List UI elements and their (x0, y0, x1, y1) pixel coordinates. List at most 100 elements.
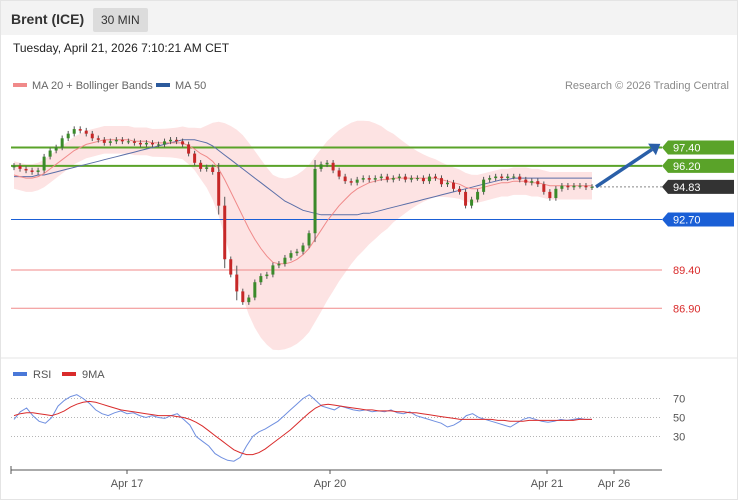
x-tick-label-0: Apr 17 (111, 478, 143, 490)
candle-body (337, 170, 341, 177)
candle-body (271, 265, 275, 275)
candle-body (524, 179, 528, 183)
forecast-arrow-head (648, 143, 661, 156)
candle-body (343, 176, 347, 182)
candle-body (590, 186, 594, 188)
candle-body (223, 205, 227, 260)
legend-ma20: MA 20 + Bollinger Bands (13, 80, 153, 92)
candle-body (126, 141, 130, 143)
candle-body (108, 141, 112, 143)
candles (12, 126, 594, 305)
candle-body (42, 156, 46, 171)
candle-body (199, 162, 203, 169)
candle-body (163, 141, 167, 145)
candle-body (307, 233, 311, 246)
candle-body (439, 178, 443, 185)
candle-body (90, 133, 94, 139)
candle-body (385, 176, 389, 180)
candle-body (72, 129, 76, 134)
legend-9ma-label: 9MA (82, 369, 105, 381)
candle-body (536, 181, 540, 185)
candle-body (265, 274, 269, 277)
level-label-resistance-1: 96.20 (673, 161, 701, 173)
candle-body (66, 133, 70, 139)
candle-body (289, 253, 293, 258)
candle-body (470, 199, 474, 206)
research-credit: Research © 2026 Trading Central (564, 80, 729, 92)
legend-rsi-swatch (13, 372, 27, 376)
candle-body (211, 167, 215, 172)
candle-body (96, 138, 100, 140)
candle-body (295, 251, 299, 254)
candle-body (319, 164, 323, 169)
ma50-line (14, 139, 592, 216)
timeframe-badge[interactable]: 30 MIN (93, 8, 148, 32)
candle-body (361, 178, 365, 180)
candle-body (433, 176, 437, 179)
level-tag-resistance-0 (662, 140, 734, 155)
candle-body (138, 142, 142, 145)
candle-body (132, 141, 136, 143)
candle-body (409, 178, 413, 180)
candle-body (54, 147, 58, 151)
candle-body (403, 176, 407, 180)
rsi-tick-label-2: 30 (673, 432, 685, 444)
candle-body (458, 188, 462, 192)
level-label-pivot-3: 92.70 (673, 214, 701, 226)
bollinger-band (14, 120, 592, 351)
legend-ma50-swatch (156, 83, 170, 88)
candle-body (482, 179, 486, 192)
candle-body (175, 139, 179, 142)
candle-body (355, 179, 359, 183)
chart-timestamp: Tuesday, April 21, 2026 7:10:21 AM CET (13, 41, 230, 55)
level-label-last-price-2: 94.83 (673, 182, 701, 194)
candle-body (452, 182, 456, 189)
candle-body (427, 176, 431, 182)
legend-ma50-label: MA 50 (175, 80, 207, 92)
candle-body (157, 144, 160, 146)
chart-header: Brent (ICE) 30 MIN (1, 1, 737, 35)
candle-body (512, 176, 516, 178)
candle-body (102, 139, 106, 143)
candle-body (12, 165, 16, 168)
candle-body (241, 291, 245, 303)
candle-body (36, 170, 40, 172)
x-tick-label-3: Apr 26 (598, 478, 630, 490)
candle-body (144, 142, 148, 145)
candle-body (283, 257, 287, 264)
legend-ma20-swatch (13, 83, 27, 88)
candle-body (397, 176, 401, 179)
legend-ma50: MA 50 (156, 80, 206, 92)
candle-body (235, 274, 239, 292)
candle-body (205, 167, 209, 169)
rsi-tick-label-0: 70 (673, 394, 685, 406)
candle-body (169, 139, 173, 142)
candle-body (446, 182, 449, 185)
candle-body (331, 162, 335, 171)
candle-body (584, 185, 588, 188)
candle-body (488, 178, 492, 180)
candle-body (572, 185, 576, 188)
candle-body (566, 185, 570, 188)
candle-body (120, 139, 124, 142)
candle-body (391, 178, 395, 180)
rsi-9ma-line (13, 400, 592, 456)
candle-body (548, 191, 552, 198)
candle-body (24, 168, 28, 171)
level-tag-pivot-3 (662, 212, 734, 227)
candle-body (464, 191, 468, 206)
candle-body (60, 138, 64, 148)
candle-body (554, 188, 558, 198)
candle-body (530, 181, 534, 183)
candle-body (500, 176, 504, 179)
rsi-line (13, 394, 592, 462)
candle-body (48, 150, 52, 157)
candle-body (84, 130, 88, 134)
candle-body (313, 168, 317, 234)
candle-body (421, 178, 425, 182)
candle-body (193, 153, 197, 163)
candle-body (30, 170, 34, 172)
candle-body (476, 191, 480, 200)
candle-body (187, 144, 191, 154)
level-label-resistance-0: 97.40 (673, 142, 701, 154)
